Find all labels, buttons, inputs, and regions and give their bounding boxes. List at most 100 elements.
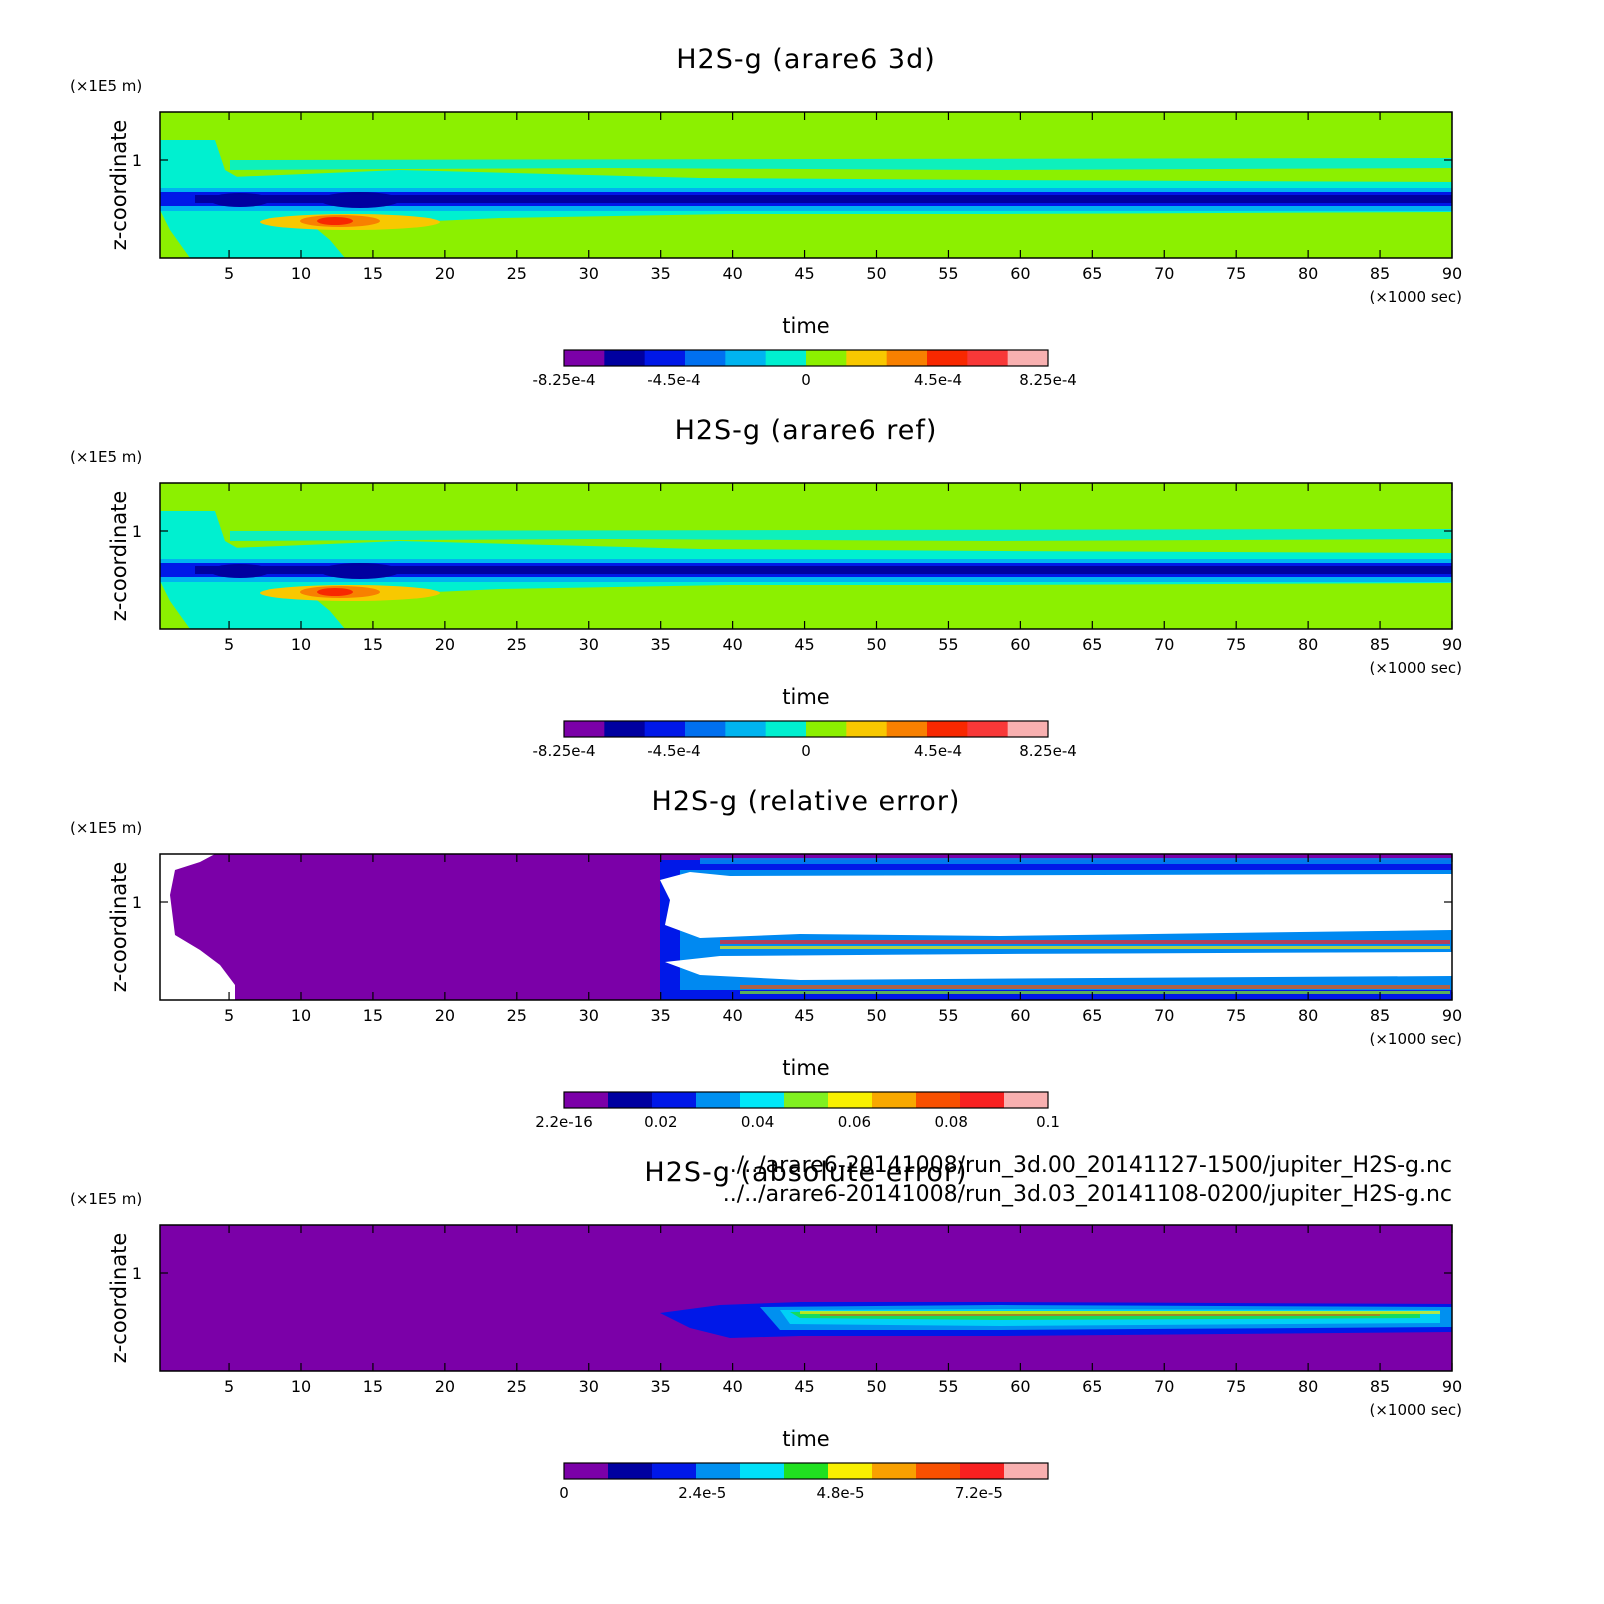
colorbar-swatch (564, 1463, 609, 1479)
colorbar-tick-label: 0.02 (644, 1113, 677, 1131)
colorbar-swatch (608, 1092, 653, 1108)
plot-frame (159, 111, 1453, 259)
colorbar-swatch (806, 350, 847, 366)
x-tick-label: 90 (1442, 1377, 1462, 1396)
x-tick-label: 80 (1298, 1377, 1318, 1396)
panel-relative-error: H2S-g (relative error) (×1E5 m) z-coordi… (70, 786, 1462, 1131)
x-tick-label: 20 (435, 264, 455, 283)
panel-arare6-ref: H2S-g (arare6 ref) (×1E5 m) z-coordinate… (70, 415, 1462, 760)
field-region (320, 563, 400, 579)
colorbar-swatch (652, 1463, 697, 1479)
colorbar-tick-label: 2.4e-5 (678, 1484, 726, 1502)
y-tick-label: 1 (132, 151, 142, 170)
x-tick-label: 5 (224, 1377, 234, 1396)
colorbar-swatch (644, 721, 686, 737)
colorbar-swatch (927, 721, 968, 737)
colorbar-tick-label: 7.2e-5 (955, 1484, 1003, 1502)
x-tick-label: 85 (1370, 1006, 1390, 1025)
colorbar-swatch (784, 1092, 829, 1108)
x-tick-label: 40 (722, 1377, 742, 1396)
panel-title: H2S-g (relative error) (652, 786, 961, 817)
x-tick-label: 85 (1370, 635, 1390, 654)
x-tick-label: 70 (1154, 1377, 1174, 1396)
field-region (820, 1314, 1380, 1316)
y-tick-label: 1 (132, 893, 142, 912)
colorbar-swatch (967, 721, 1009, 737)
x-tick-label: 50 (866, 264, 886, 283)
panel-absolute-error: H2S-g (absolute error) (×1E5 m) z-coordi… (70, 1157, 1462, 1502)
file-path-1: ../../arare6-20141008/run_3d.00_20141127… (723, 1153, 1452, 1178)
colorbar-swatch (967, 350, 1009, 366)
x-tick-label: 65 (1082, 1377, 1102, 1396)
colorbar-tick-label: -8.25e-4 (533, 742, 596, 760)
x-tick-label: 60 (1010, 1377, 1030, 1396)
x-tick-label: 15 (363, 635, 383, 654)
colorbar-tick-label: 0 (801, 371, 811, 389)
file-path-2: ../../arare6-20141008/run_3d.03_20141108… (723, 1182, 1452, 1207)
x-ticks: 5 10 15 20 25 30 35 40 45 50 55 60 65 70 75 80 85 90 (224, 112, 1462, 283)
x-tick-label: 20 (435, 1006, 455, 1025)
x-tick-label: 55 (938, 1006, 958, 1025)
x-tick-label: 20 (435, 635, 455, 654)
x-tick-label: 15 (363, 1377, 383, 1396)
x-tick-label: 60 (1010, 1006, 1030, 1025)
x-ticks: 5 10 15 20 25 30 35 40 45 50 55 60 65 70 75 80 85 90 (224, 854, 1462, 1025)
colorbar-swatch (696, 1463, 741, 1479)
x-tick-label: 65 (1082, 264, 1102, 283)
colorbar-swatch (806, 721, 847, 737)
x-tick-label: 70 (1154, 1006, 1174, 1025)
heatmap-field (160, 854, 1452, 1000)
colorbar-swatch (652, 1092, 697, 1108)
field-region (160, 188, 1452, 194)
field-region (720, 946, 1450, 949)
colorbar-swatch (916, 1092, 961, 1108)
y-axis-label: z-coordinate (107, 120, 131, 251)
field-region (720, 940, 1450, 944)
x-tick-label: 85 (1370, 264, 1390, 283)
field-region (740, 985, 1450, 989)
x-tick-label: 60 (1010, 264, 1030, 283)
colorbar-frame (563, 720, 1049, 738)
field-region (317, 588, 353, 596)
x-axis-label: time (782, 685, 829, 709)
x-tick-label: 20 (435, 1377, 455, 1396)
x-tick-label: 30 (579, 264, 599, 283)
x-tick-label: 40 (722, 264, 742, 283)
field-region (740, 991, 1450, 994)
field-region (665, 952, 1452, 980)
field-region (230, 158, 1452, 170)
colorbar-swatch (886, 350, 928, 366)
colorbar-swatch (846, 721, 888, 737)
heatmap-field (160, 112, 1452, 258)
colorbar-swatch (916, 1463, 961, 1479)
x-tick-label: 35 (651, 264, 671, 283)
y-axis-label: z-coordinate (107, 1233, 131, 1364)
colorbar: 0 2.4e-5 4.8e-5 7.2e-5 (559, 1462, 1049, 1502)
colorbar-swatch (927, 350, 968, 366)
colorbar-tick-label: 0 (559, 1484, 569, 1502)
colorbar-frame (563, 1091, 1049, 1109)
field-region (700, 858, 1452, 864)
x-tick-label: 40 (722, 635, 742, 654)
colorbar-swatch (1004, 1463, 1049, 1479)
colorbar-swatch (564, 721, 605, 737)
field-region (210, 564, 270, 578)
x-tick-label: 90 (1442, 1006, 1462, 1025)
x-tick-label: 55 (938, 264, 958, 283)
field-region (160, 206, 1452, 211)
x-tick-label: 80 (1298, 264, 1318, 283)
colorbar-swatch (960, 1463, 1005, 1479)
x-tick-label: 10 (291, 1006, 311, 1025)
colorbar-swatch (872, 1463, 917, 1479)
colorbar-swatch (828, 1463, 873, 1479)
x-tick-label: 30 (579, 1006, 599, 1025)
colorbar-tick-label: -8.25e-4 (533, 371, 596, 389)
colorbar-swatch (725, 350, 767, 366)
x-tick-label: 10 (291, 1377, 311, 1396)
field-region (160, 559, 1452, 565)
x-unit-label: (×1000 sec) (1369, 288, 1462, 306)
x-tick-label: 5 (224, 635, 234, 654)
colorbar-tick-label: 8.25e-4 (1019, 742, 1077, 760)
colorbar-swatch (886, 721, 928, 737)
colorbar-tick-label: 4.8e-5 (817, 1484, 865, 1502)
